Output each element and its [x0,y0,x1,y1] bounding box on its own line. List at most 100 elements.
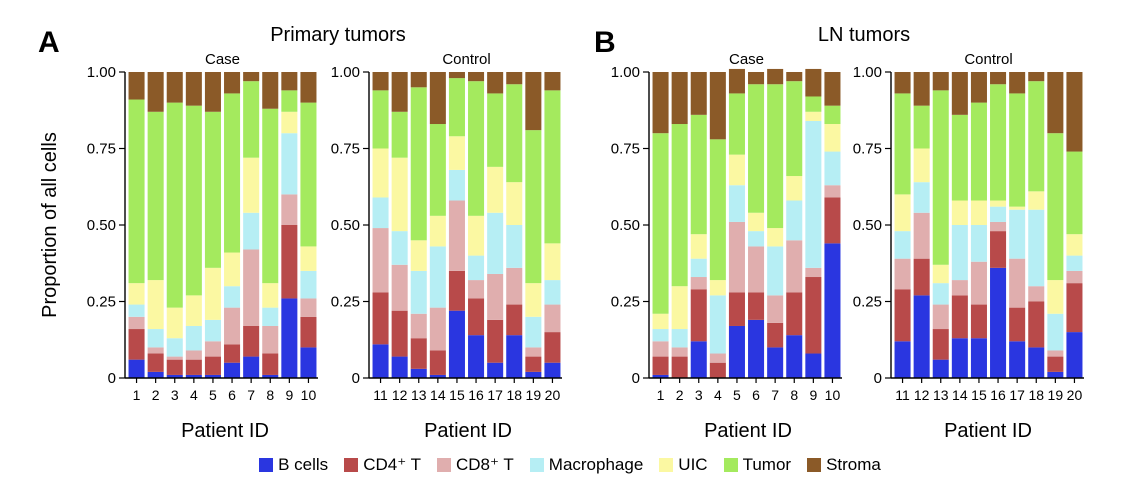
x-tick-label: 5 [733,387,741,403]
bar-segment [932,329,949,360]
bar-segment [544,243,561,281]
x-tick-label: 4 [190,387,198,403]
legend-swatch [259,458,274,472]
bar-segment [300,246,317,271]
bar-segment [410,72,427,88]
bar-segment [951,72,968,115]
legend-item: B cells [259,455,328,475]
bar-segment [281,111,298,134]
x-tick-label: 8 [790,387,798,403]
bar-segment [410,240,427,271]
bar-segment [166,102,183,308]
bar-segment [970,102,987,201]
bar-segment [448,310,465,378]
bar-segment [429,215,446,247]
bar-segment [525,72,542,131]
bar-segment [951,200,968,225]
bar-segment [128,72,145,100]
bar-segment [652,341,669,357]
legend-label: Stroma [826,455,881,474]
x-tick-label: 10 [301,387,317,403]
legend-swatch [529,458,544,472]
bar-segment [281,72,298,91]
x-tick-label: 8 [266,387,274,403]
bar-segment [652,356,669,375]
bar-segment [391,72,408,112]
y-tick-label: 0.75 [87,141,116,158]
legend-item: Macrophage [529,455,643,475]
bar-segment [1009,209,1026,259]
bar-segment [824,197,841,244]
bar-segment [372,90,389,149]
bar-segment [1009,341,1026,378]
chart-subtitle: Case [729,51,764,68]
bar-segment [690,72,707,115]
bar-segment [243,81,260,158]
bar-segment [990,72,1007,85]
bar-segment [525,130,542,284]
x-tick-label: 4 [714,387,722,403]
bar-segment [300,316,317,348]
bar-segment [1047,133,1064,281]
y-tick-label: 1.00 [611,64,640,81]
bar-segment [147,72,164,112]
bar-segment [932,283,949,305]
bar-segment [468,298,485,336]
bar-segment [728,93,745,155]
bar-segment [166,356,183,360]
x-tick-label: 7 [247,387,255,403]
x-tick-label: 6 [228,387,236,403]
bar-segment [805,120,822,268]
bar-segment [1066,234,1083,256]
y-tick-label: 0.25 [853,294,882,311]
bar-segment [990,221,1007,232]
bar-segment [544,304,561,333]
x-tick-label: 1 [657,387,665,403]
x-tick-label: 11 [895,387,910,403]
bar-segment [281,298,298,378]
chart-subtitle: Case [205,51,240,68]
bar-segment [767,84,784,229]
legend-swatch [344,458,359,472]
bar-segment [204,374,221,378]
bar-segment [185,105,202,296]
y-tick-label: 0.50 [87,217,116,234]
bar-segment [262,307,279,326]
bar-segment [894,72,911,94]
bar-segment [281,225,298,299]
bar-segment [487,212,504,274]
bar-segment [1028,209,1045,287]
bar-segment [1047,350,1064,357]
bar-segment [468,215,485,256]
bar-segment [1028,81,1045,192]
bar-segment [224,72,241,94]
bar-segment [913,105,930,149]
bar-segment [1047,313,1064,351]
bar-segment [448,78,465,137]
bar-segment [913,72,930,106]
bar-segment [1028,72,1045,82]
bar-segment [805,96,822,112]
bar-segment [805,267,822,278]
bar-segment [786,200,803,241]
bar-segment [709,280,726,296]
bar-segment [147,371,164,378]
bar-segment [128,99,145,284]
bar-segment [185,72,202,106]
bar-segment [970,338,987,378]
bar-segment [391,310,408,357]
legend-swatch [807,458,822,472]
bar-segment [166,72,183,103]
panel-b-title: LN tumors [818,24,910,46]
bar-segment [448,169,465,201]
legend-item: CD4⁺ T [344,455,421,475]
bar-segment [990,231,1007,268]
x-tick-label: 12 [914,387,930,403]
bar-segment [690,277,707,290]
bar-segment [1047,371,1064,378]
x-tick-label: 13 [933,387,949,403]
bar-segment [913,212,930,259]
bar-segment [300,270,317,299]
legend-label: B cells [278,455,329,474]
